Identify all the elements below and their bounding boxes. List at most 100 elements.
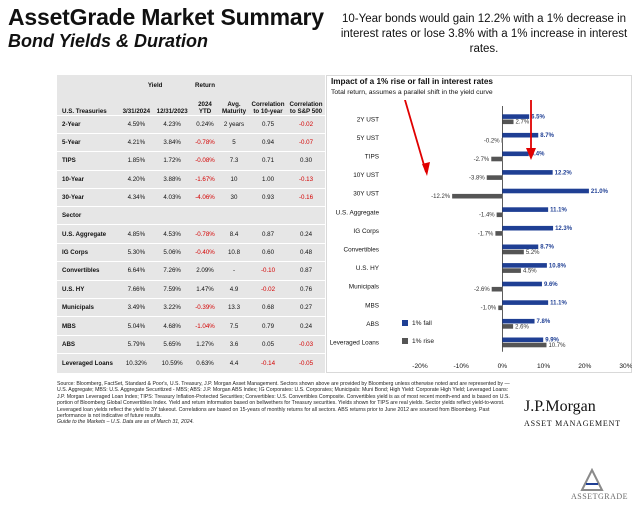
cell-mat: 5 <box>219 132 249 152</box>
cell-c10: -0.14 <box>249 353 287 373</box>
yield-header: Yield <box>147 82 163 89</box>
cell-name: U.S. HY <box>57 279 120 299</box>
bar-rise <box>502 249 524 255</box>
bar-fall <box>502 188 589 194</box>
jpmorgan-subtitle: ASSET MANAGEMENT <box>524 419 621 428</box>
date2-header: 12/31/2023 <box>156 107 188 115</box>
table-row: MBS 5.04% 4.68% -1.04% 7.5 0.79 0.24 <box>57 316 325 336</box>
cell-ret: 1.27% <box>191 334 219 354</box>
return-header: Return <box>195 82 215 89</box>
source-footnote: Source: Bloomberg, FactSet, Standard & P… <box>57 381 511 426</box>
cell-csp: 0.87 <box>287 261 325 281</box>
cell-name: 30-Year <box>57 188 120 207</box>
rate-sensitivity-note: 10-Year bonds would gain 12.2% with a 1%… <box>340 13 628 55</box>
maturity-header: Avg. Maturity <box>221 100 247 115</box>
ytd-header: 2024 YTD <box>198 100 212 115</box>
cell-mat: 30 <box>219 188 249 207</box>
treasuries-header: U.S. Treasuries <box>62 107 107 115</box>
corrsp-header: Correlation to S&P 500 <box>289 100 323 115</box>
cell-c10: 0.94 <box>249 132 287 152</box>
bar-fall <box>502 132 539 138</box>
cell-csp: 0.30 <box>287 151 325 171</box>
data-label: 6.5% <box>531 115 545 121</box>
table-row: Leveraged Loans 10.32% 10.59% 0.63% 4.4 -0.14… <box>57 353 325 373</box>
cell-y1: 4.34% <box>119 188 154 207</box>
bar-rise <box>486 175 503 180</box>
bar-rise <box>495 231 503 236</box>
bar-fall <box>502 244 539 250</box>
bar-rise <box>502 268 521 273</box>
cell-ret: -0.39% <box>191 298 219 317</box>
bar-fall <box>502 114 530 119</box>
bar-fall <box>502 170 553 175</box>
data-label: 11.1% <box>550 208 567 214</box>
cell-c10: 0.71 <box>249 151 287 171</box>
cell-y1: 4.59% <box>119 114 154 134</box>
cell-mat: 4.9 <box>219 279 249 299</box>
cell-mat: 4.4 <box>219 353 249 373</box>
cell-name: Convertibles <box>57 261 120 281</box>
category-label: 30Y UST <box>353 191 379 198</box>
page-title: AssetGrade Market Summary <box>8 4 324 30</box>
cell-name: Municipals <box>57 298 120 317</box>
cell-csp: -0.16 <box>287 188 325 207</box>
cell-y1: 6.64% <box>119 261 154 281</box>
bar-rise <box>502 324 514 329</box>
arrow-rise-head <box>422 162 430 176</box>
category-label: U.S. Aggregate <box>336 209 380 216</box>
bar-rise <box>502 119 514 125</box>
cell-y1: 1.85% <box>119 151 154 171</box>
cell-y2: 1.72% <box>153 151 191 171</box>
bar-rise <box>491 286 503 292</box>
guide-text: Guide to the Markets – U.S. Data are as … <box>57 419 194 426</box>
cell-c10: 0.93 <box>249 188 287 207</box>
data-label: 10.8% <box>549 263 567 269</box>
data-label: 8.7% <box>540 245 554 251</box>
data-label: 5.2% <box>526 250 540 256</box>
bar-fall <box>502 225 554 231</box>
cell-name: TIPS <box>57 151 120 171</box>
table-row: U.S. HY 7.66% 7.59% 1.47% 4.9 -0.02 0.76 <box>57 279 325 299</box>
cell-csp: -0.05 <box>287 353 325 373</box>
x-tick-label: 20% <box>578 363 591 370</box>
category-label: Convertibles <box>343 247 379 254</box>
cell-mat: 13.3 <box>219 298 249 317</box>
cell-name: 2-Year <box>57 114 120 134</box>
table-row: 10-Year 4.20% 3.88% -1.67% 10 1.00 -0.13 <box>57 169 325 189</box>
data-label: 12.2% <box>555 170 573 176</box>
category-label: Leveraged Loans <box>330 340 379 347</box>
bar-rise <box>496 212 503 218</box>
category-label: U.S. HY <box>356 265 380 272</box>
cell-y2: 4.03% <box>153 188 191 207</box>
data-label: 2.6% <box>515 324 529 330</box>
cell-c10: 0.05 <box>249 334 287 354</box>
x-tick-label: 30% <box>619 363 632 370</box>
cell-csp: 0.76 <box>287 279 325 299</box>
cell-ret: -0.40% <box>191 242 219 262</box>
cell-ret: -1.67% <box>191 169 219 189</box>
category-label: MBS <box>365 302 379 309</box>
jpmorgan-logo: J.P.Morgan <box>524 398 596 415</box>
cell-mat: 8.4 <box>219 224 249 244</box>
legend-label: 1% fall <box>412 320 432 327</box>
cell-mat: 2 years <box>219 114 249 134</box>
assetgrade-logo-icon <box>580 468 604 491</box>
bond-yield-table: Yield Return U.S. Treasuries 3/31/2024 1… <box>57 75 325 373</box>
cell-mat: 10 <box>219 169 249 189</box>
source-text: Source: Bloomberg, FactSet, Standard & P… <box>57 381 510 420</box>
page-subtitle: Bond Yields & Duration <box>8 31 209 51</box>
cell-ret: -0.78% <box>191 224 219 244</box>
cell-name: ABS <box>57 334 120 354</box>
data-label: 9.6% <box>544 282 558 288</box>
x-tick-label: -20% <box>412 363 428 370</box>
data-label: 11.1% <box>550 301 567 307</box>
cell-csp: -0.03 <box>287 334 325 354</box>
cell-y2: 5.06% <box>153 242 191 262</box>
bar-rise <box>491 156 503 162</box>
sector-header: Sector <box>57 206 325 225</box>
bar-fall <box>502 300 549 305</box>
data-label: -3.8% <box>469 176 485 182</box>
data-label: -1.0% <box>481 306 497 312</box>
cell-y1: 4.85% <box>119 224 154 244</box>
cell-c10: 0.60 <box>249 242 287 262</box>
